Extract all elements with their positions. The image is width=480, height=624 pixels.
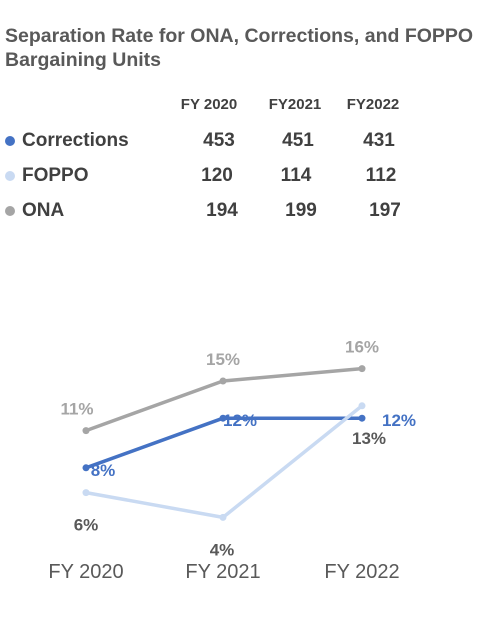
data-label-foppo: 4% xyxy=(210,540,235,559)
table-cell: 120 xyxy=(201,165,233,186)
table-cell: 197 xyxy=(369,200,401,221)
data-point-ona xyxy=(82,427,90,435)
data-point-ona xyxy=(358,365,366,373)
table-cell: 112 xyxy=(365,165,397,186)
table-header-fy2020: FY 2020 xyxy=(180,96,238,113)
table-cell: 114 xyxy=(280,165,312,186)
x-tick-label: FY 2020 xyxy=(48,561,123,583)
table-cell: 194 xyxy=(206,200,238,221)
legend-dot-corrections xyxy=(5,136,15,146)
data-point-foppo xyxy=(82,489,90,497)
row-label-corrections: Corrections xyxy=(22,130,129,151)
chart-title: Separation Rate for ONA, Corrections, an… xyxy=(5,25,474,71)
table-cell: 453 xyxy=(203,130,235,151)
data-point-foppo xyxy=(219,513,227,521)
data-table: FY 2020 FY2021 FY2022 Corrections 453 45… xyxy=(0,0,480,240)
row-label-foppo: FOPPO xyxy=(22,165,89,186)
table-cell: 431 xyxy=(363,130,395,151)
table-cell: 451 xyxy=(282,130,314,151)
table-header-fy2021: FY2021 xyxy=(268,96,322,113)
data-point-ona xyxy=(219,377,227,385)
data-label-ona: 11% xyxy=(60,400,93,419)
data-label-ona: 16% xyxy=(345,338,379,357)
row-label-ona: ONA xyxy=(22,200,65,221)
data-label-corrections: 12% xyxy=(382,411,416,430)
data-point-corrections xyxy=(358,414,366,422)
data-label-ona: 15% xyxy=(206,350,240,369)
line-chart: 11% 15% 16% 8% 12% 12% 6% 4% 13% FY 2020 FY 2021 FY… xyxy=(48,338,416,583)
data-label-foppo: 13% xyxy=(352,429,386,448)
data-label-corrections: 8% xyxy=(91,461,116,480)
data-point-foppo xyxy=(358,402,366,410)
data-label-foppo: 6% xyxy=(74,516,99,535)
x-tick-label: FY 2022 xyxy=(324,561,399,583)
data-point-corrections xyxy=(219,414,227,422)
data-label-corrections: 12% xyxy=(223,411,257,430)
x-tick-label: FY 2021 xyxy=(185,561,260,583)
legend-dot-foppo xyxy=(5,171,15,181)
legend-dot-ona xyxy=(5,206,15,216)
table-header-fy2022: FY2022 xyxy=(346,96,400,113)
data-point-corrections xyxy=(82,464,90,472)
table-cell: 199 xyxy=(285,200,317,221)
